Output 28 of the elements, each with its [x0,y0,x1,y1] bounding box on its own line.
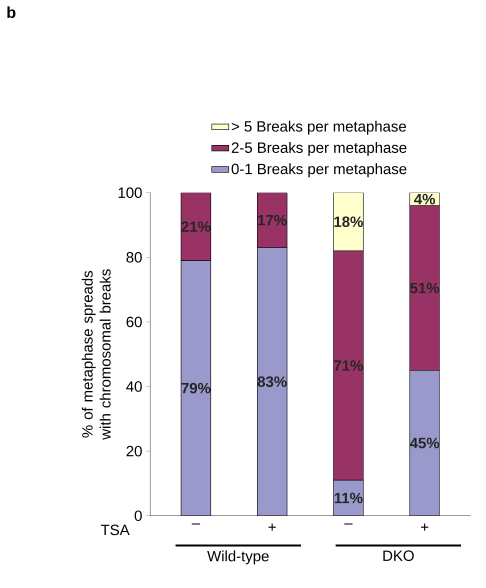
bar [333,250,364,480]
bar [181,260,211,516]
data-label: 18% [334,216,363,228]
text: DKO [383,550,414,561]
x-tick-label: + [268,524,276,531]
data-label: 21% [182,221,210,232]
data-label: 79% [182,382,210,394]
legend-label: 2-5 Breaks per metaphase [232,142,406,156]
y-tick-label: 80 [126,252,142,263]
legend-label: 0-1 Breaks per metaphase [232,163,406,178]
text: Wild-type [207,550,269,564]
y-tick-label: 40 [126,381,142,392]
x-tick-label: + [421,524,428,531]
y-tick-label: 60 [126,316,142,328]
bar [409,370,440,516]
bar [180,192,212,261]
bar [409,205,440,371]
text: b [7,6,16,18]
y-tick-label: 0 [134,510,142,522]
y-tick-label: 100 [118,187,142,198]
y-axis-title: % of metaphase spreads with chromosomal breaks [82,269,111,440]
bar [257,248,288,516]
data-label: 11% [334,492,363,504]
data-label: 4% [414,194,436,204]
data-label: 71% [334,360,363,371]
legend-label: > 5 Breaks per metaphase [232,120,406,135]
y-tick-label: 20 [126,446,142,456]
text: TSA [100,524,130,536]
